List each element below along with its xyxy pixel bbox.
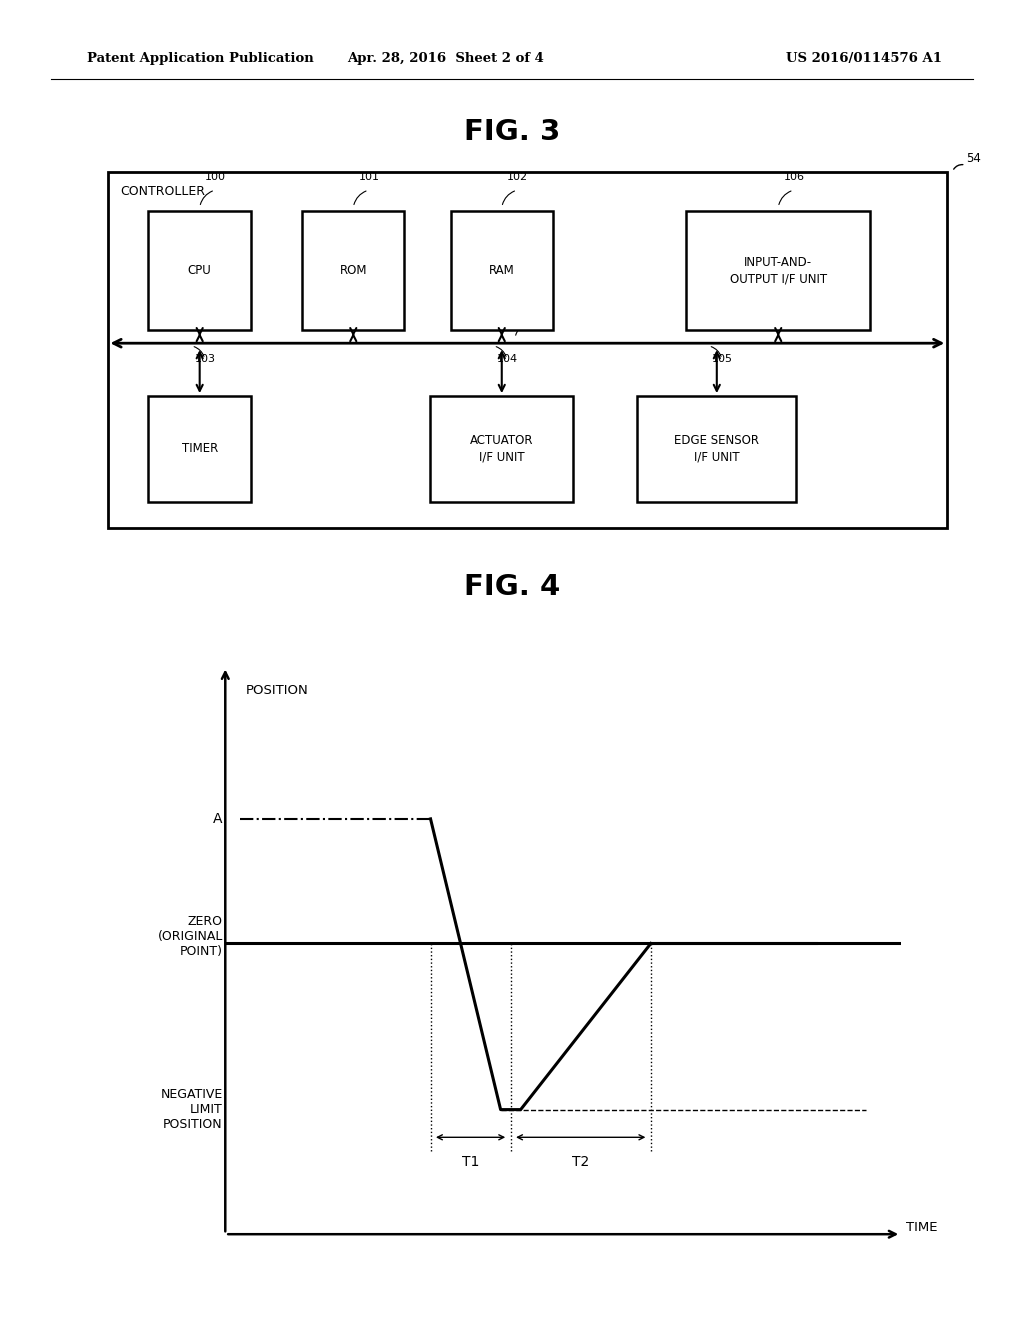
Text: POSITION: POSITION xyxy=(246,684,308,697)
Text: FIG. 3: FIG. 3 xyxy=(464,117,560,147)
Text: CPU: CPU xyxy=(187,264,212,277)
Text: INPUT-AND-
OUTPUT I/F UNIT: INPUT-AND- OUTPUT I/F UNIT xyxy=(730,256,826,285)
Text: 101: 101 xyxy=(358,172,380,182)
Bar xyxy=(686,211,870,330)
Bar xyxy=(451,211,553,330)
Text: T2: T2 xyxy=(572,1155,590,1168)
Bar xyxy=(148,211,251,330)
Text: NEGATIVE
LIMIT
POSITION: NEGATIVE LIMIT POSITION xyxy=(161,1088,223,1131)
Text: ZERO
(ORIGINAL
POINT): ZERO (ORIGINAL POINT) xyxy=(158,915,223,958)
Text: ACTUATOR
I/F UNIT: ACTUATOR I/F UNIT xyxy=(470,434,534,463)
Text: TIMER: TIMER xyxy=(181,442,218,455)
Text: CONTROLLER: CONTROLLER xyxy=(120,185,205,198)
Text: 100: 100 xyxy=(205,172,226,182)
Text: 54: 54 xyxy=(966,152,981,165)
Text: TIME: TIME xyxy=(906,1221,938,1234)
Bar xyxy=(430,396,573,502)
Text: RAM: RAM xyxy=(488,264,515,277)
Text: 103: 103 xyxy=(195,354,216,364)
Bar xyxy=(108,172,947,528)
Text: Apr. 28, 2016  Sheet 2 of 4: Apr. 28, 2016 Sheet 2 of 4 xyxy=(347,51,544,65)
Text: T1: T1 xyxy=(462,1155,479,1168)
Text: 104: 104 xyxy=(497,354,518,364)
Text: 107: 107 xyxy=(520,309,542,319)
Text: 102: 102 xyxy=(507,172,528,182)
Text: 106: 106 xyxy=(783,172,805,182)
Bar xyxy=(637,396,797,502)
Bar xyxy=(148,396,251,502)
Text: A: A xyxy=(213,812,223,826)
Text: EDGE SENSOR
I/F UNIT: EDGE SENSOR I/F UNIT xyxy=(674,434,760,463)
Text: FIG. 4: FIG. 4 xyxy=(464,573,560,602)
Text: US 2016/0114576 A1: US 2016/0114576 A1 xyxy=(786,51,942,65)
Text: Patent Application Publication: Patent Application Publication xyxy=(87,51,313,65)
Bar xyxy=(302,211,404,330)
Text: 105: 105 xyxy=(712,354,733,364)
Text: ROM: ROM xyxy=(340,264,367,277)
